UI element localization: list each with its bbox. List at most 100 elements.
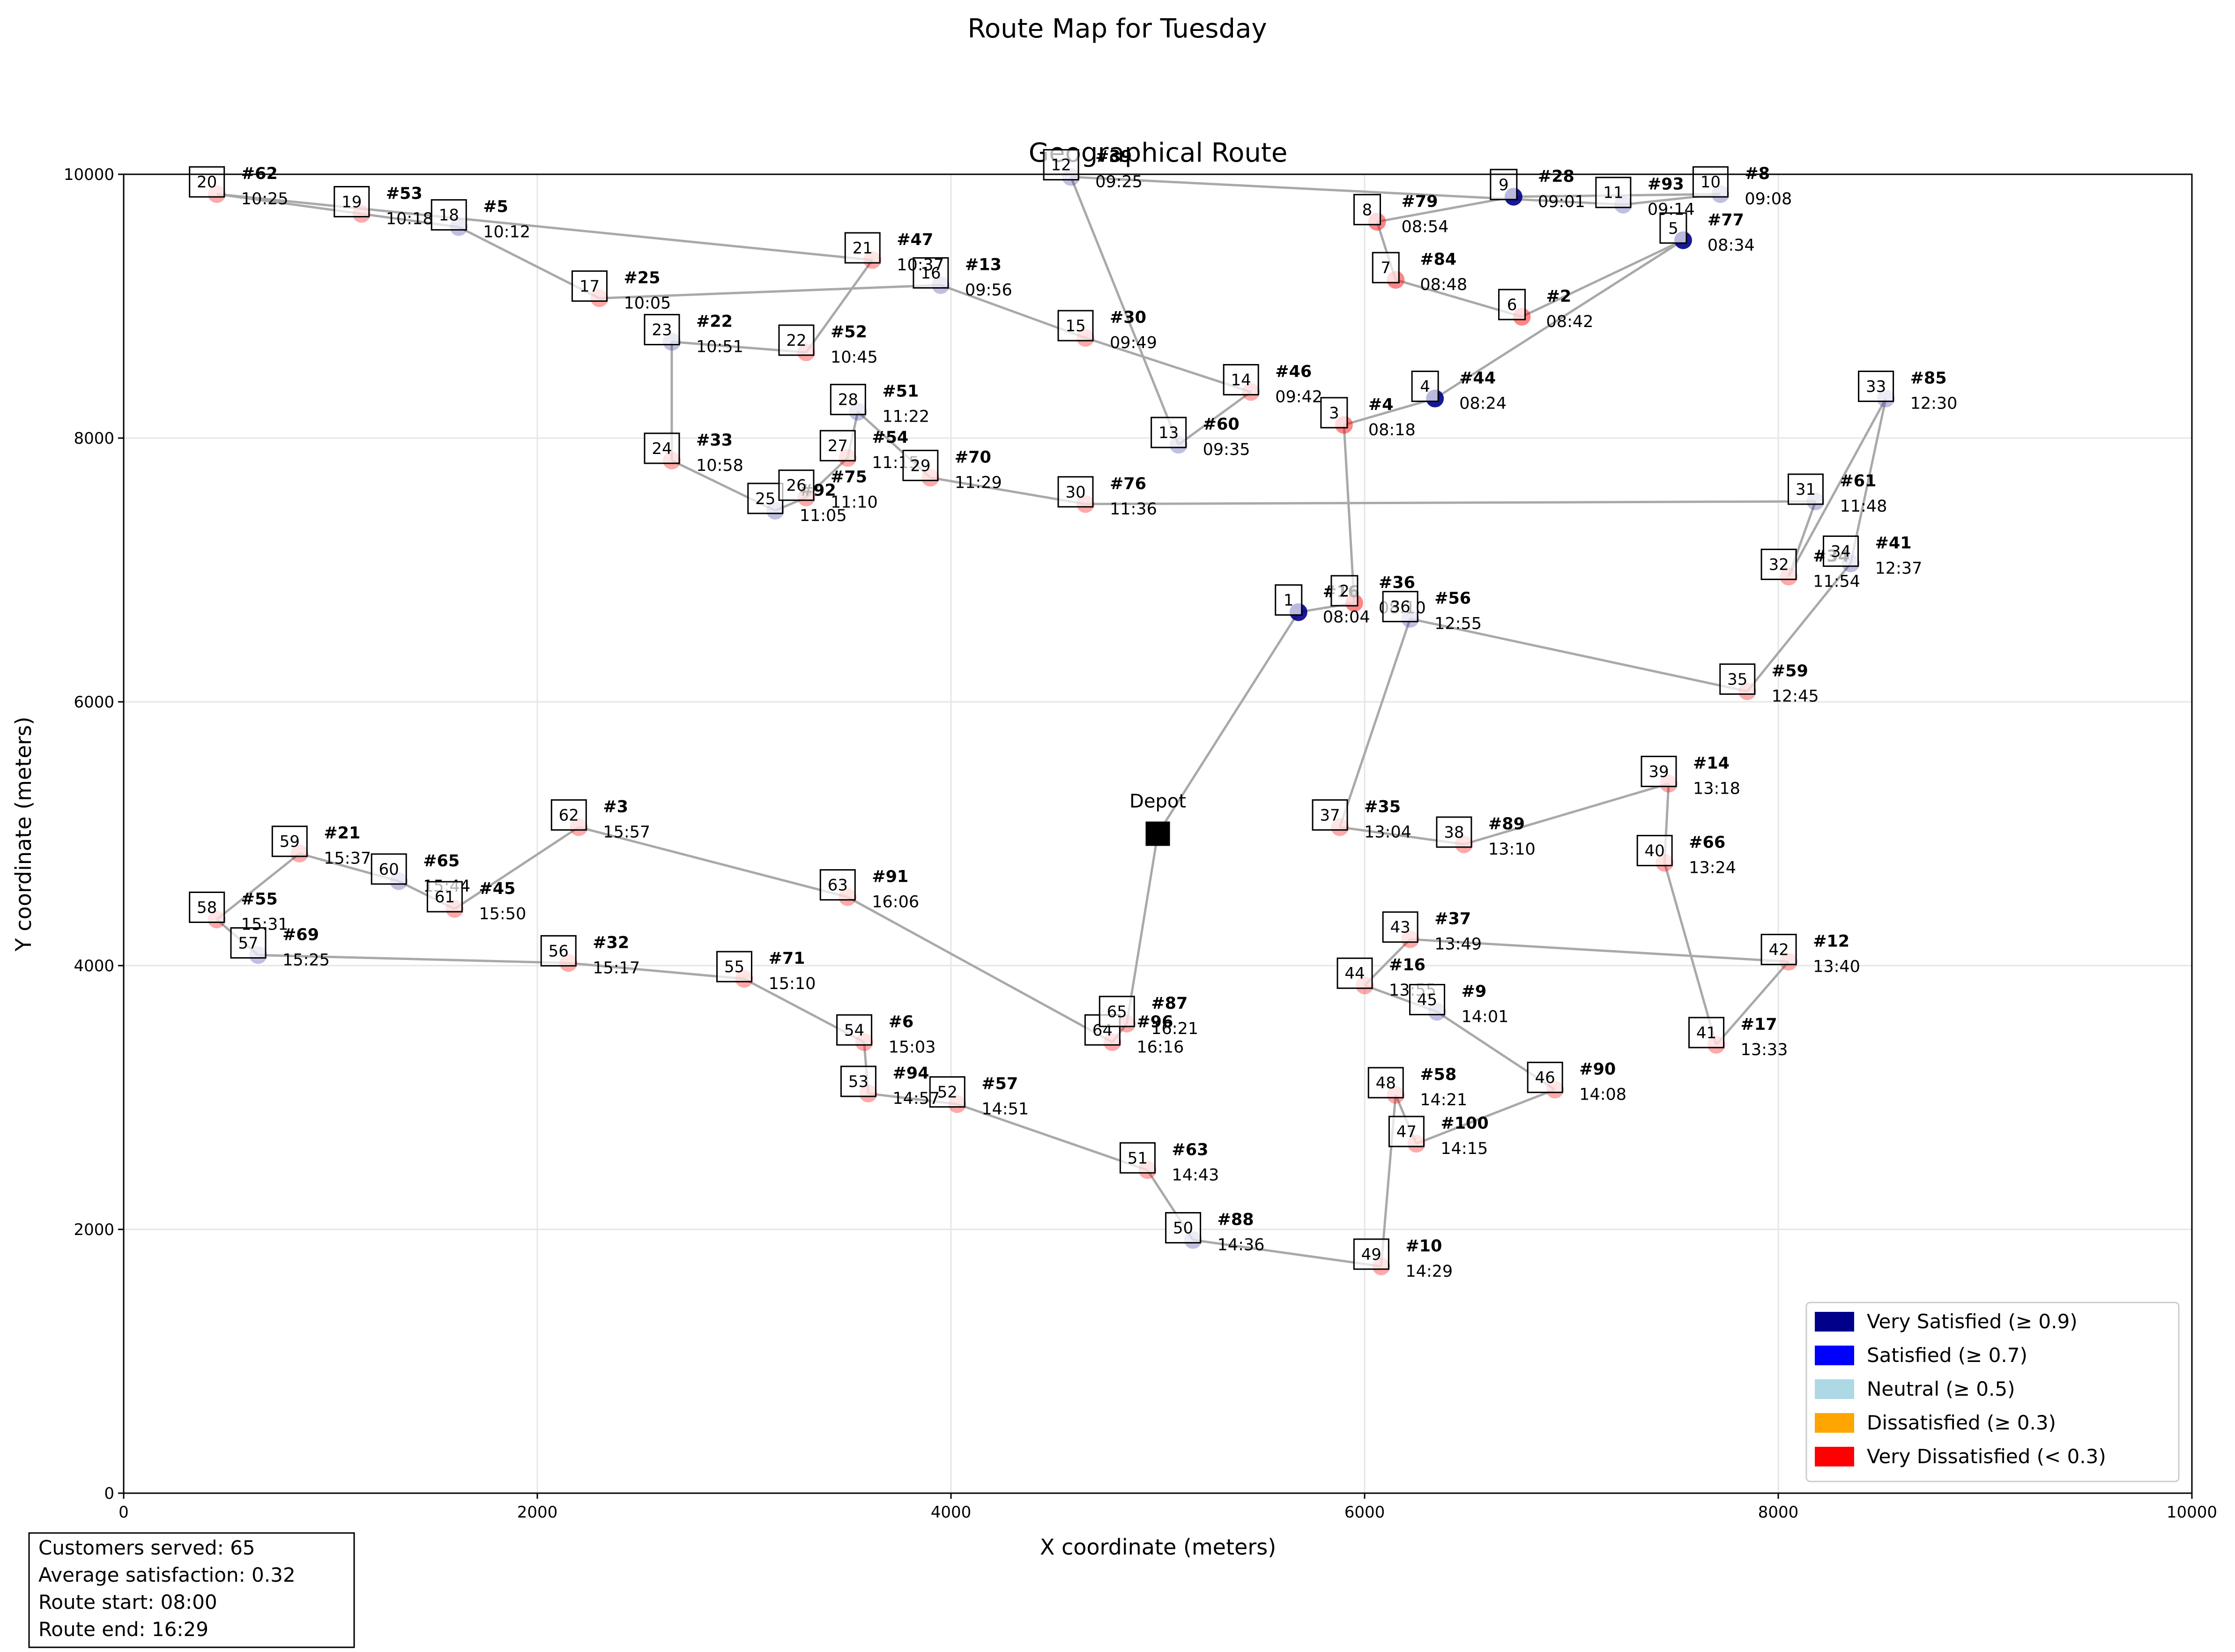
stop-number: 18 xyxy=(439,206,459,225)
arrival-time-label: 10:25 xyxy=(241,190,289,208)
summary-start: Route start: 08:00 xyxy=(38,1591,217,1614)
y-tick-label: 0 xyxy=(104,1484,114,1503)
stop-number-box xyxy=(1119,1142,1156,1174)
legend-swatch xyxy=(1815,1312,1854,1332)
stop-number-box xyxy=(1312,799,1348,831)
arrival-time-label: 11:05 xyxy=(800,506,847,525)
stop-number: 48 xyxy=(1376,1074,1396,1093)
stop-number: 42 xyxy=(1768,941,1789,960)
legend-label: Dissatisfied (≥ 0.3) xyxy=(1867,1411,2056,1434)
arrival-time-label: 13:33 xyxy=(1741,1041,1788,1059)
arrival-time-label: 16:16 xyxy=(1136,1038,1184,1057)
legend-frame xyxy=(1805,1302,2180,1482)
y-axis-label: Y coordinate (meters) xyxy=(11,717,36,952)
customer-label: #10 xyxy=(1405,1237,1442,1256)
stop-number: 49 xyxy=(1361,1245,1381,1264)
stop-number: 14 xyxy=(1231,371,1251,389)
arrival-time-label: 10:05 xyxy=(624,294,671,313)
stop-number: 5 xyxy=(1668,219,1678,238)
arrival-time-label: 14:01 xyxy=(1462,1008,1509,1027)
stop-number-box xyxy=(1641,756,1677,788)
y-tick-label: 4000 xyxy=(74,957,114,975)
stop-number: 9 xyxy=(1499,176,1509,194)
route-segment xyxy=(1344,397,1435,426)
arrival-time-label: 11:29 xyxy=(955,473,1002,492)
customer-label: #65 xyxy=(423,852,460,871)
stop-number: 36 xyxy=(1390,598,1410,617)
stop-number-box xyxy=(844,232,881,264)
stop-number: 37 xyxy=(1320,806,1340,825)
stop-number: 23 xyxy=(652,321,672,340)
legend-swatch xyxy=(1815,1346,1854,1365)
x-tick-label: 4000 xyxy=(931,1503,972,1522)
customer-label: #91 xyxy=(872,868,908,886)
arrival-time-label: 12:30 xyxy=(1910,394,1958,413)
arrival-time-label: 10:58 xyxy=(696,456,743,475)
stop-number: 45 xyxy=(1417,991,1437,1010)
stop-number-box xyxy=(189,891,225,923)
customer-label: #36 xyxy=(1379,573,1415,592)
customer-label: #54 xyxy=(872,428,908,447)
stop-markers xyxy=(208,168,1895,1275)
stop-number-box xyxy=(913,257,949,289)
y-tick-label: 8000 xyxy=(74,429,114,448)
arrival-time-label: 08:04 xyxy=(1323,608,1370,627)
stop-number: 44 xyxy=(1344,964,1365,983)
route-segment xyxy=(1125,833,1159,1024)
route-segment xyxy=(847,896,1113,1043)
customer-label: #35 xyxy=(1364,797,1401,816)
stop-number: 31 xyxy=(1796,480,1816,499)
stop-number: 28 xyxy=(838,391,858,409)
stop-number: 58 xyxy=(197,898,217,917)
stop-number-box xyxy=(778,324,815,356)
arrival-time-label: 14:08 xyxy=(1579,1086,1626,1104)
customer-label: #85 xyxy=(1910,369,1947,388)
customer-label: #45 xyxy=(479,879,515,898)
arrival-time-label: 09:56 xyxy=(965,281,1012,299)
axis-ticks: 0 2000 4000 6000 8000 10000 0 2000 4000 6000 8000 1… xyxy=(64,165,2217,1522)
customer-label: #32 xyxy=(593,933,629,952)
y-tick-label: 2000 xyxy=(74,1220,114,1239)
arrival-time-label: 15:03 xyxy=(889,1038,936,1057)
stop-number: 59 xyxy=(280,833,300,851)
arrival-time-label: 14:21 xyxy=(1420,1091,1467,1109)
arrival-time-label: 13:40 xyxy=(1813,958,1860,976)
x-tick-label: 8000 xyxy=(1758,1503,1799,1522)
arrival-time-label: 14:29 xyxy=(1405,1262,1453,1281)
route-segment xyxy=(1377,195,1514,223)
stop-number-box xyxy=(716,951,752,982)
route-segment xyxy=(1746,562,1852,692)
stop-number: 35 xyxy=(1727,670,1747,689)
route-segment xyxy=(1085,500,1816,506)
stop-number-box xyxy=(819,869,856,901)
route-segment xyxy=(1343,424,1356,603)
stop-number: 26 xyxy=(786,476,806,495)
customer-label: #94 xyxy=(892,1064,929,1083)
customer-label: #17 xyxy=(1741,1015,1777,1034)
customer-label: #52 xyxy=(831,323,867,342)
customer-label: #59 xyxy=(1772,662,1808,680)
arrival-time-label: 09:14 xyxy=(1648,201,1695,219)
stop-number-box xyxy=(836,1014,873,1046)
x-tick-label: 6000 xyxy=(1344,1503,1385,1522)
stop-number-box xyxy=(1057,476,1094,508)
legend: Very Satisfied (≥ 0.9) Satisfied (≥ 0.7) N… xyxy=(1805,1302,2180,1482)
stop-number: 29 xyxy=(910,456,930,475)
customer-label: #71 xyxy=(769,949,805,968)
stop-number-box xyxy=(1858,371,1894,402)
stop-number-box xyxy=(778,469,815,501)
stop-number: 10 xyxy=(1700,173,1721,192)
x-tick-label: 0 xyxy=(119,1503,129,1522)
stop-number-box xyxy=(431,199,467,231)
stop-number: 21 xyxy=(853,239,873,258)
stop-number: 15 xyxy=(1065,317,1085,335)
customer-label: #3 xyxy=(603,797,628,816)
stop-number-box xyxy=(1659,212,1687,244)
legend-label: Satisfied (≥ 0.7) xyxy=(1867,1344,2027,1367)
stop-number: 53 xyxy=(848,1072,869,1091)
stop-number: 16 xyxy=(921,264,941,283)
stop-number: 62 xyxy=(559,806,579,825)
customer-label: #44 xyxy=(1459,369,1496,388)
customer-label: #79 xyxy=(1401,192,1438,211)
